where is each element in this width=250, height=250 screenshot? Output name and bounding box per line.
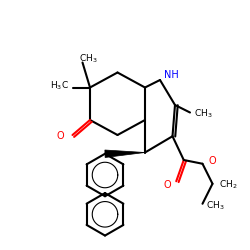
- Text: CH$_3$: CH$_3$: [206, 200, 225, 212]
- Text: O: O: [56, 131, 64, 141]
- Polygon shape: [105, 150, 145, 158]
- Text: O: O: [164, 180, 171, 190]
- Text: CH$_3$: CH$_3$: [194, 108, 212, 120]
- Text: CH$_2$: CH$_2$: [219, 179, 237, 191]
- Text: NH: NH: [164, 70, 178, 80]
- Text: H$_3$C: H$_3$C: [50, 80, 69, 92]
- Text: O: O: [209, 156, 216, 166]
- Text: CH$_3$: CH$_3$: [79, 52, 97, 65]
